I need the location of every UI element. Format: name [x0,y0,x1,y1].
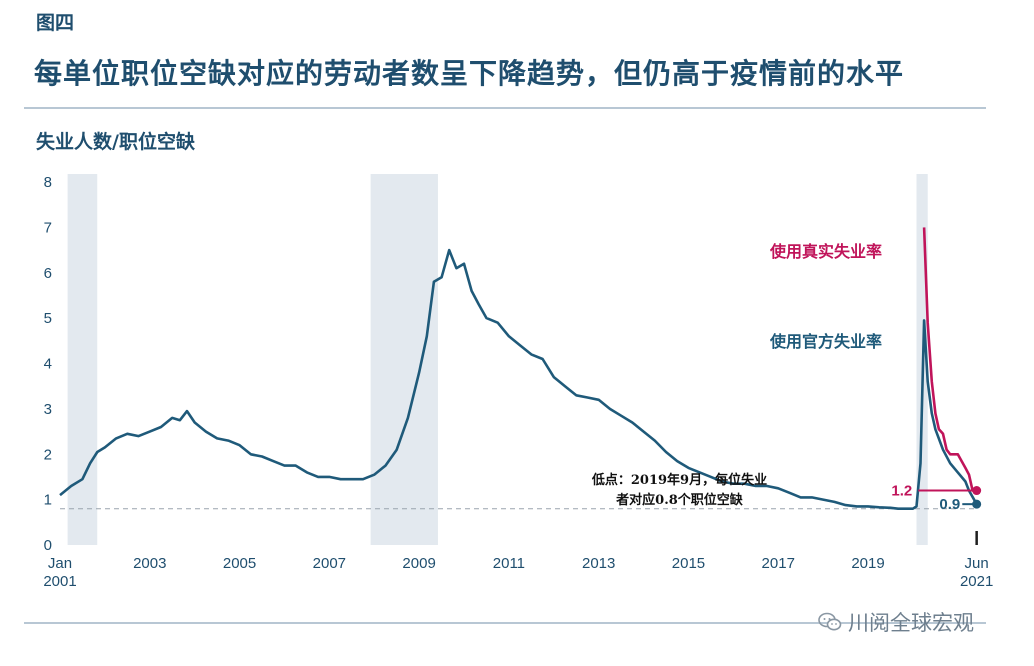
y-axis-ticks: 0 1 2 3 4 5 6 7 8 [44,174,52,554]
x-tick-label: 2011 [493,555,525,572]
bottom-divider [24,622,986,624]
end-value-official: 0.9 [939,496,960,513]
chart-title: 每单位职位空缺对应的劳动者数呈下降趋势，但仍高于疫情前的水平 [34,57,905,90]
recession-band [67,174,98,545]
recession-band [370,174,438,545]
y-axis-title: 失业人数/职位空缺 [36,131,195,153]
y-tick-label: 2 [44,446,52,463]
x-tick-label: 2003 [133,555,166,572]
y-tick-label: 5 [44,310,52,327]
y-tick-label: 8 [44,174,52,191]
end-markers: 0.9 1.2 [891,483,982,513]
x-tick-label: Jun [965,555,989,572]
series-lines [59,227,978,510]
annotation-line-2: 者对应0.8个职位空缺 [615,492,744,508]
x-tick-label-year: 2021 [960,573,993,590]
legend-label-official-unemployment: 使用官方失业率 [769,332,882,351]
legend-label-real-unemployment: 使用真实失业率 [769,242,882,261]
y-tick-label: 1 [44,492,52,509]
y-tick-label: 6 [44,265,52,282]
x-tick-label: Jan [48,555,72,572]
recession-bands [67,174,928,545]
y-tick-label: 0 [44,537,52,554]
top-divider [24,107,986,109]
x-tick-label: 2013 [582,555,615,572]
end-value-real: 1.2 [891,483,912,500]
x-tick-label: 2019 [851,555,884,572]
annotation-line-1: 低点：2019年9月，每位失业 [591,472,767,488]
x-tick-label-year: 2001 [43,573,76,590]
y-tick-label: 3 [44,401,52,418]
series-line-real [922,227,977,492]
wechat-icon [818,612,842,631]
figure-label: 图四 [36,12,75,34]
x-tick-label: 2015 [672,555,705,572]
y-tick-label: 7 [44,219,52,236]
series-line-official [59,248,978,510]
x-tick-label: 2005 [223,555,256,572]
watermark: 川阅全球宏观 [818,607,974,637]
x-tick-label: 2017 [762,555,795,572]
y-tick-label: 4 [44,356,52,373]
x-tick-label: 2007 [313,555,346,572]
watermark-text: 川阅全球宏观 [848,611,974,635]
x-tick-label: 2009 [402,555,435,572]
